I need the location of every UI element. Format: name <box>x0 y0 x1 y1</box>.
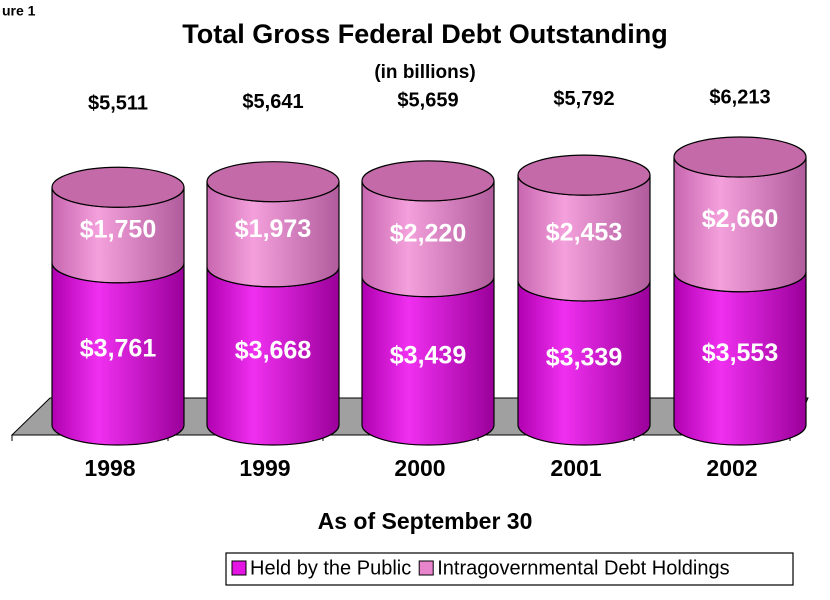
chart-subtitle: (in billions) <box>374 62 475 83</box>
legend <box>225 552 794 586</box>
cylinder-top <box>51 166 185 208</box>
value-label: $2,453 <box>546 219 622 247</box>
value-label: $2,220 <box>390 219 466 247</box>
total-label: $5,641 <box>242 91 303 113</box>
x-tick-label: 2002 <box>706 455 757 481</box>
legend-label: Intragovernmental Debt Holdings <box>437 557 729 579</box>
value-label: $3,439 <box>390 341 466 369</box>
value-label: $1,750 <box>80 216 156 244</box>
cylinder-top <box>673 136 807 178</box>
legend-label: Held by the Public <box>250 557 411 579</box>
total-label: $6,213 <box>709 86 770 108</box>
figure-label: ure 1 <box>2 3 36 19</box>
x-tick-label: 2000 <box>394 455 445 481</box>
cylinder-top <box>206 161 340 203</box>
total-label: $5,659 <box>397 89 458 111</box>
total-label: $5,792 <box>553 88 614 110</box>
total-label: $5,511 <box>88 92 148 114</box>
x-tick-label: 1998 <box>84 455 135 481</box>
x-axis-label: As of September 30 <box>318 508 533 534</box>
value-label: $3,553 <box>702 339 778 367</box>
legend-swatch <box>231 560 247 576</box>
cylinder-top <box>517 154 651 196</box>
value-label: $2,660 <box>702 205 778 233</box>
chart-title: Total Gross Federal Debt Outstanding <box>182 19 668 49</box>
legend-swatch <box>418 560 434 576</box>
value-label: $1,973 <box>235 215 311 243</box>
value-label: $3,761 <box>80 334 157 362</box>
x-tick-label: 1999 <box>239 455 290 481</box>
x-tick-label: 2001 <box>550 455 601 481</box>
value-label: $3,668 <box>235 336 312 364</box>
value-label: $3,339 <box>546 344 622 372</box>
cylinder-top <box>361 160 495 202</box>
